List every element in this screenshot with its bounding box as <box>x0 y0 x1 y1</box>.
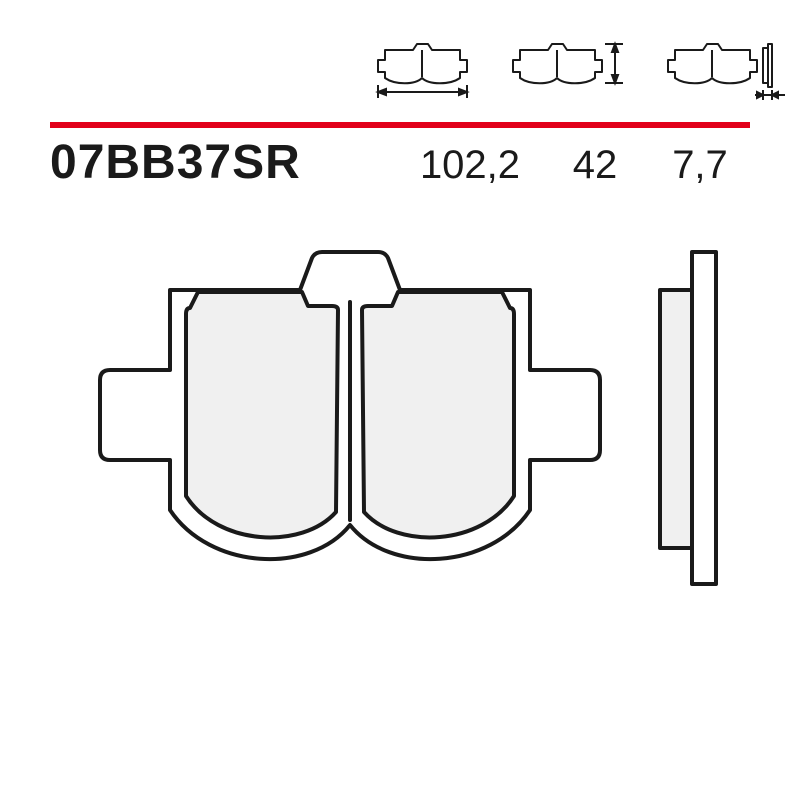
dim-thickness: 7,7 <box>650 143 750 188</box>
height-dimension-icon <box>505 30 630 105</box>
dim-width: 102,2 <box>400 143 540 188</box>
dimension-icons-row <box>370 30 790 105</box>
spec-row: 07BB37SR 102,2 42 7,7 <box>50 135 750 190</box>
accent-separator <box>50 115 750 121</box>
part-number: 07BB37SR <box>50 135 301 190</box>
dimensions-group: 102,2 42 7,7 <box>400 143 750 188</box>
dim-height: 42 <box>540 143 650 188</box>
width-dimension-icon <box>370 30 475 105</box>
technical-drawing <box>50 230 750 650</box>
thickness-dimension-icon <box>660 30 790 105</box>
